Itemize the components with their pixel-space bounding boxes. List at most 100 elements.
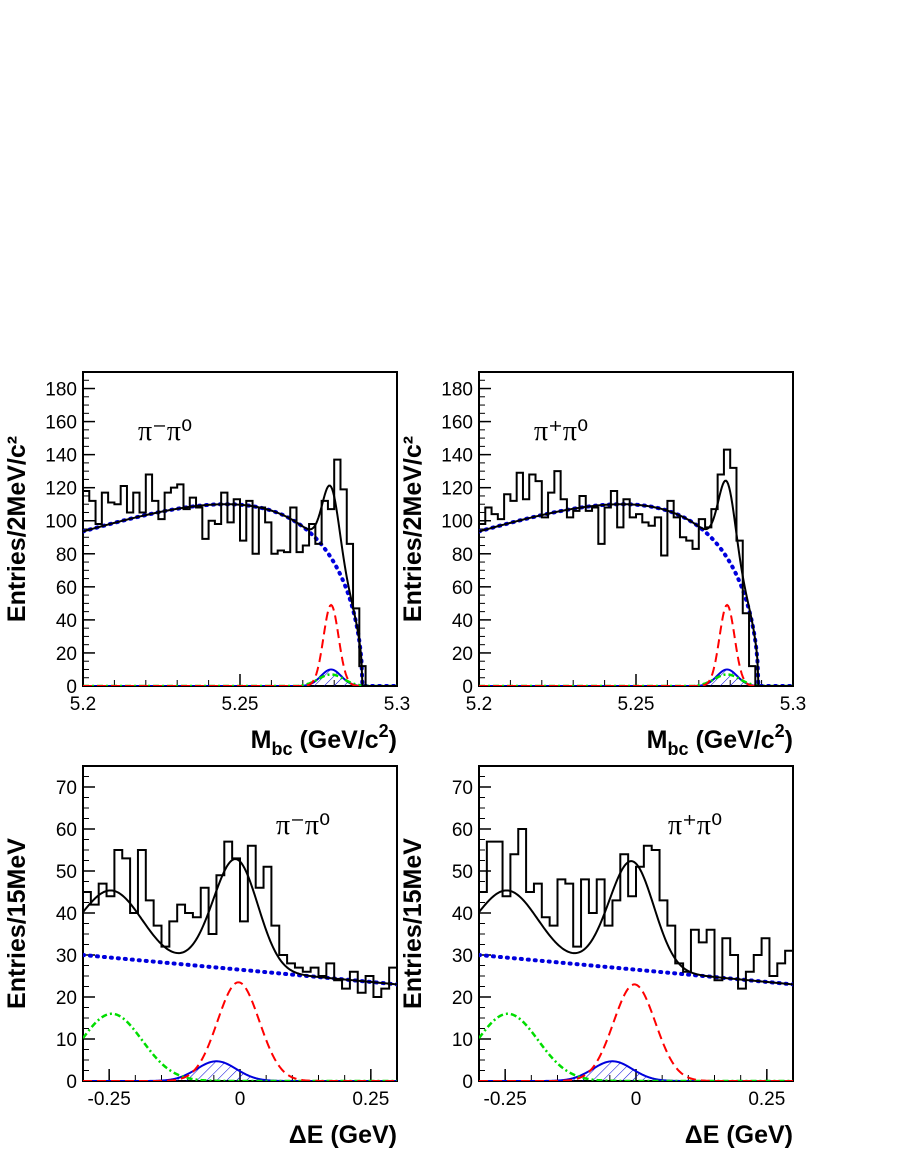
y-tick-label: 60 <box>452 820 473 841</box>
chart-panel-2: 0 20 40 60 80 100 120 140 160 180 5.2 5.25 5.3 π⁺π⁰ En… <box>399 371 806 759</box>
y-tick-label: 120 <box>45 479 77 500</box>
feed-across-curve <box>479 668 793 686</box>
signal-curve <box>83 603 397 686</box>
total-fit-curve <box>83 484 397 686</box>
data-histogram <box>83 840 397 998</box>
y-tick-label: 20 <box>452 988 473 1009</box>
feed-across-area <box>83 1061 397 1081</box>
y-tick-label: 120 <box>441 479 473 500</box>
x-title-sup: 2 <box>379 721 389 741</box>
channel-label: π⁺π⁰ <box>668 810 722 841</box>
feed-across-curve <box>479 1060 793 1081</box>
y-tick-label: 60 <box>452 578 473 599</box>
x-title-main: M <box>251 726 272 754</box>
plot-area <box>479 828 793 1081</box>
feed-across-curve <box>83 1060 397 1081</box>
chart-panel-4: 0 10 20 30 40 50 60 70 -0.25 0 0.25 π⁺π⁰ Entries/15M… <box>399 765 794 1149</box>
chart-panel-3: 0 10 20 30 40 50 60 70 -0.25 0 0.25 π⁻π⁰ Entries/15M… <box>3 765 398 1149</box>
x-tick-label: 5.3 <box>780 694 806 715</box>
y-tick-label: 180 <box>45 380 77 401</box>
y-tick-label: 60 <box>56 578 77 599</box>
signal-curve <box>479 983 793 1081</box>
y-tick-label: 0 <box>462 1072 473 1093</box>
y-tick-label: 0 <box>66 677 77 698</box>
y-tick-label: 140 <box>45 446 77 467</box>
y-tick-label: 30 <box>452 946 473 967</box>
x-title-sub: bc <box>667 739 688 759</box>
y-axis-title: Entries/15MeV <box>3 838 31 1009</box>
y-tick-label: 30 <box>56 946 77 967</box>
data-histogram <box>479 828 793 990</box>
data-histogram <box>479 448 793 686</box>
y-tick-label: 60 <box>56 820 77 841</box>
channel-label: π⁻π⁰ <box>138 416 192 447</box>
y-tick-label: 40 <box>452 611 473 632</box>
x-title-main: M <box>647 726 668 754</box>
y-tick-label: 70 <box>452 778 473 799</box>
y-tick-label: 180 <box>441 380 473 401</box>
plot-frame <box>82 765 398 1082</box>
y-axis-title: Entries/15MeV <box>399 838 427 1009</box>
x-tick-label: 5.3 <box>384 694 410 715</box>
plot-frame <box>478 371 794 687</box>
feed-across-curve <box>83 668 397 686</box>
y-tick-label: 10 <box>56 1030 77 1051</box>
x-title-rest: (GeV/c <box>689 726 775 754</box>
y-tick-label: 80 <box>56 545 77 566</box>
channel-label: π⁻π⁰ <box>276 810 330 841</box>
y-tick-label: 80 <box>452 545 473 566</box>
channel-label: π⁺π⁰ <box>534 416 588 447</box>
x-title-sub: bc <box>271 739 292 759</box>
chart-panel-1: 0 20 40 60 80 100 120 140 160 180 5.2 5.25 5.3 π⁻π⁰ En… <box>3 371 410 759</box>
y-tick-label: 20 <box>56 988 77 1009</box>
total-fit-curve <box>83 858 397 986</box>
x-tick-label: 5.25 <box>222 694 259 715</box>
plot-frame <box>478 765 794 1082</box>
total-fit-curve <box>479 860 793 986</box>
x-tick-label: 0 <box>235 1089 246 1110</box>
y-tick-label: 40 <box>56 904 77 925</box>
feed-across-area <box>479 669 793 686</box>
y-tick-label: 10 <box>452 1030 473 1051</box>
x-tick-label: 5.2 <box>466 694 492 715</box>
plot-area <box>83 840 397 1081</box>
x-title-rest: (GeV/c <box>293 726 379 754</box>
x-tick-label: 0.25 <box>748 1089 785 1110</box>
x-tick-label: 0.25 <box>352 1089 389 1110</box>
y-tick-label: 160 <box>441 413 473 434</box>
x-tick-label: -0.25 <box>88 1089 131 1110</box>
y-axis-title: Entries/2MeV/c² <box>3 436 31 622</box>
y-tick-label: 70 <box>56 778 77 799</box>
feed-across-area <box>479 1061 793 1081</box>
y-tick-label: 100 <box>441 512 473 533</box>
y-axis-title: Entries/2MeV/c² <box>399 436 427 622</box>
total-fit-curve <box>479 479 793 686</box>
x-tick-label: 5.2 <box>70 694 96 715</box>
signal-curve <box>83 981 397 1081</box>
x-title-sup: 2 <box>775 721 785 741</box>
x-tick-label: 0 <box>631 1089 642 1110</box>
feed-across-area <box>83 669 397 686</box>
x-title-close: ) <box>785 726 793 754</box>
y-tick-label: 20 <box>56 644 77 665</box>
x-tick-label: 5.25 <box>618 694 655 715</box>
y-tick-label: 20 <box>452 644 473 665</box>
x-axis-title: Mbc (GeV/c2) <box>647 721 793 759</box>
y-tick-label: 100 <box>45 512 77 533</box>
x-axis-title: ΔE (GeV) <box>685 1121 793 1149</box>
y-tick-label: 0 <box>66 1072 77 1093</box>
y-tick-label: 50 <box>56 862 77 883</box>
data-histogram <box>83 458 397 686</box>
x-axis-title: ΔE (GeV) <box>289 1121 397 1149</box>
x-tick-label: -0.25 <box>484 1089 527 1110</box>
y-tick-label: 40 <box>56 611 77 632</box>
x-title-close: ) <box>389 726 397 754</box>
y-tick-label: 140 <box>441 446 473 467</box>
y-tick-label: 50 <box>452 862 473 883</box>
y-tick-label: 40 <box>452 904 473 925</box>
plot-area <box>479 448 793 686</box>
signal-curve <box>479 603 793 686</box>
y-tick-label: 0 <box>462 677 473 698</box>
x-axis-title: Mbc (GeV/c2) <box>251 721 397 759</box>
